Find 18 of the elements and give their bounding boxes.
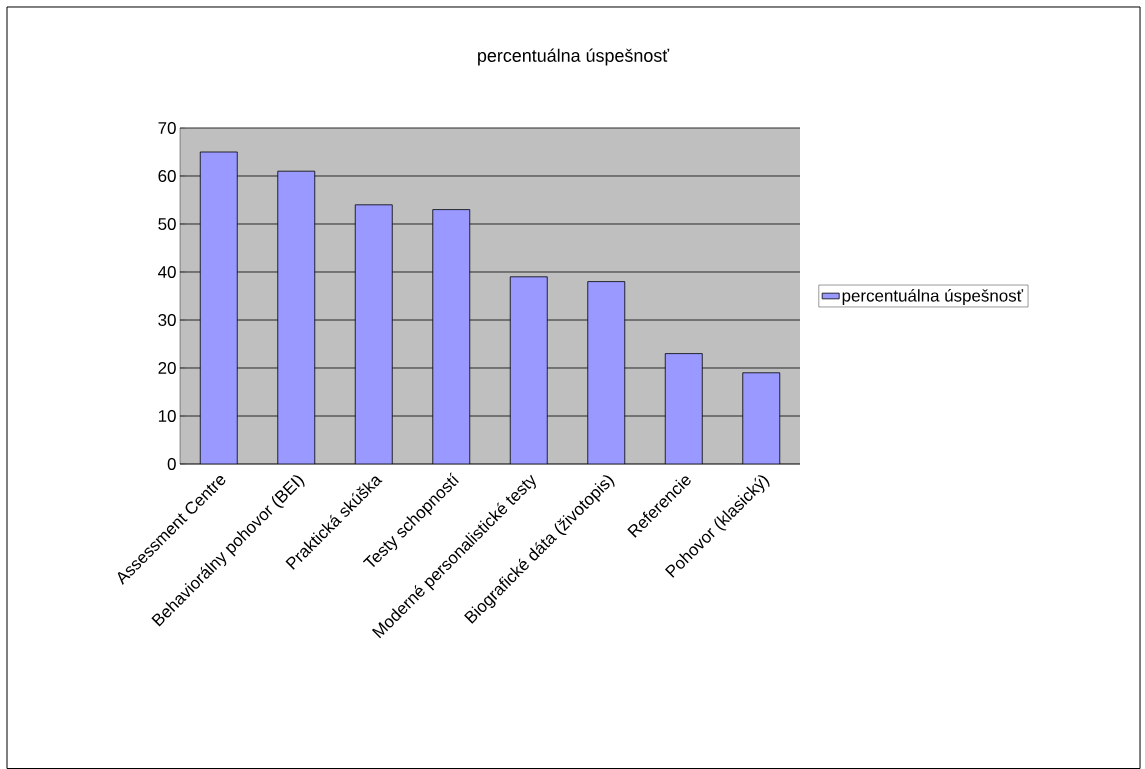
bar <box>742 372 781 464</box>
y-tick-label: 10 <box>158 410 176 422</box>
bar <box>277 170 316 464</box>
y-tick-label: 0 <box>167 458 176 470</box>
chart-title: percentuálna úspešnosť <box>478 48 670 66</box>
y-tick-label: 30 <box>158 314 176 326</box>
y-tick-label: 50 <box>158 218 176 230</box>
bar <box>199 151 238 464</box>
bar <box>587 281 626 464</box>
legend-label: percentuálna úspešnosť <box>842 289 1024 305</box>
bar <box>432 209 471 464</box>
y-tick-label: 20 <box>158 362 176 374</box>
y-tick-label: 70 <box>158 122 176 134</box>
bar <box>354 204 393 464</box>
bar <box>509 276 548 464</box>
bar <box>664 353 703 464</box>
y-tick-label: 40 <box>158 266 176 278</box>
y-tick-label: 60 <box>158 170 176 182</box>
